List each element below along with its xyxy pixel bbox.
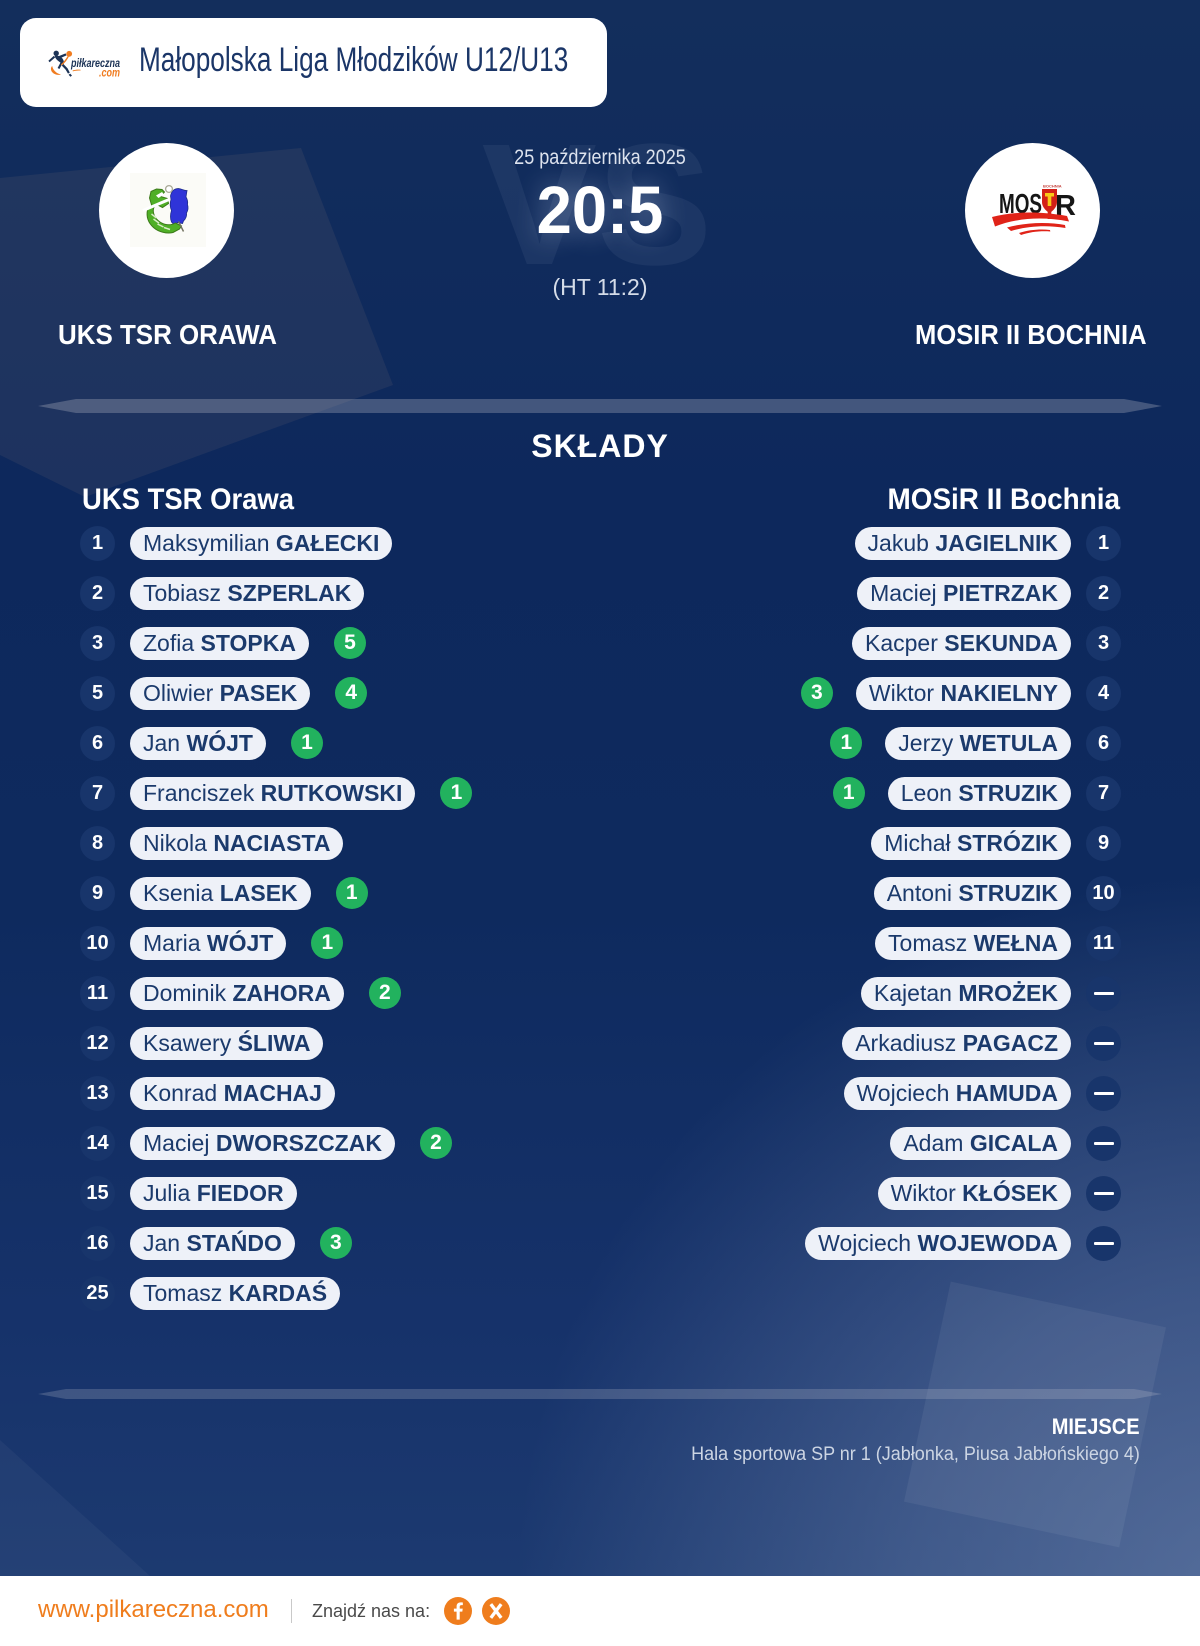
svg-text:piłkareczna: piłkareczna	[70, 58, 120, 70]
svg-text:BOCHNIA: BOCHNIA	[1043, 183, 1062, 188]
svg-text:R: R	[1055, 190, 1076, 222]
svg-text:.com: .com	[99, 66, 120, 80]
